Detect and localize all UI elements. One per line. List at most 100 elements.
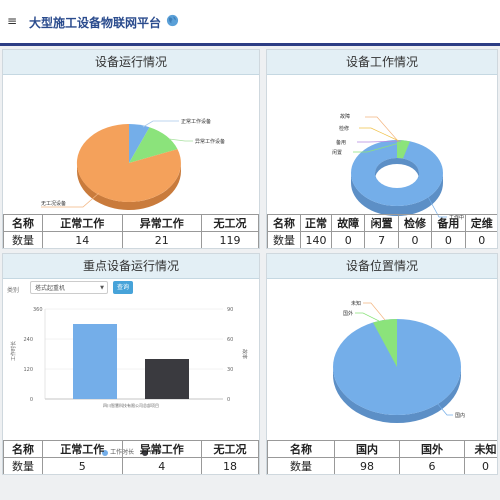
location-pie-chart: 未知 国外 国内 [333, 300, 465, 423]
table-header: 无工况 [201, 214, 259, 232]
pie-depth [333, 367, 461, 423]
key-bar-chart: 工作时长 故率 0 120 240 360 0 30 60 90 四川智慧科技有… [10, 307, 248, 408]
table-header: 名称 [3, 214, 43, 232]
table-header: 定维 [464, 214, 497, 232]
table-header: 名称 [3, 440, 43, 458]
bar-fault-rate [145, 359, 189, 399]
slice-label: 闲置 [332, 149, 342, 156]
table-header: 异常工作 [121, 214, 202, 232]
table-header: 国内 [334, 440, 400, 458]
right-tick: 30 [227, 367, 233, 373]
table-cell: 14 [42, 231, 123, 248]
panel-device-running: 设备运行情况 正常工作设备 异常工作设备 无工况设备 名称 正常工作 异常工作 … [2, 49, 260, 249]
slice-label: 未知 [351, 300, 361, 307]
slice-label: 检修 [339, 125, 349, 132]
table-cell: 21 [121, 231, 202, 248]
label-line [357, 140, 402, 143]
panel-title: 重点设备运行情况 [3, 254, 259, 279]
table-cell: 0 [330, 231, 366, 248]
table-cell: 0 [397, 231, 433, 248]
table-row: 数量 140 0 7 0 0 0 [267, 231, 497, 248]
slice-label: 无工况设备 [41, 200, 66, 207]
slice-label: 故障 [340, 113, 350, 120]
chevron-down-icon: ▼ [100, 285, 104, 291]
label-line [359, 127, 400, 142]
table-cell: 0 [464, 231, 497, 248]
pie-slice [129, 127, 178, 163]
slice-label: 正常工作设备 [181, 118, 211, 125]
panel-device-location: 设备位置情况 未知 国外 国内 名称 国内 国外 未知 数量 98 6 0 [266, 253, 498, 475]
label-line [142, 120, 179, 128]
donut-depth [351, 173, 443, 216]
table-cell: 119 [201, 231, 259, 248]
table-header: 异常工作 [121, 440, 202, 458]
row-label: 数量 [267, 231, 301, 248]
left-tick: 120 [23, 367, 33, 373]
table-header: 备用 [431, 214, 466, 232]
label-line [168, 138, 193, 142]
label-line [353, 141, 404, 153]
table-cell: 18 [201, 457, 259, 474]
table-header: 无工况 [201, 440, 259, 458]
table-header: 名称 [267, 440, 335, 458]
panel-device-work: 设备工作情况 故障 检修 备用 闲置 工作中 名称 正常 故障 闲置 检修 备用… [266, 49, 498, 249]
slice-label: 备用 [336, 139, 346, 146]
left-tick: 0 [30, 397, 33, 403]
panel-title: 设备运行情况 [3, 50, 259, 75]
right-tick: 0 [227, 397, 230, 403]
table-row: 数量 98 6 0 [267, 457, 497, 474]
table-header: 故障 [330, 214, 366, 232]
table-cell: 7 [364, 231, 399, 248]
top-bar: ≡ 大型施工设备物联网平台 [0, 0, 500, 46]
table-header: 闲置 [364, 214, 399, 232]
query-button[interactable]: 查询 [113, 281, 133, 294]
globe-icon[interactable] [166, 14, 179, 27]
left-tick: 240 [23, 337, 33, 343]
running-stats-table: 名称 正常工作 异常工作 无工况 数量 14 21 119 [3, 214, 259, 248]
table-header: 名称 [267, 214, 301, 232]
table-header: 未知 [464, 440, 497, 458]
bottom-strip [0, 476, 500, 500]
right-tick: 90 [227, 307, 233, 313]
table-cell: 0 [431, 231, 466, 248]
slice-label: 国内 [455, 412, 465, 419]
donut-hole-depth [375, 158, 419, 179]
work-donut-chart: 故障 检修 备用 闲置 工作中 [332, 113, 464, 221]
table-header: 检修 [397, 214, 433, 232]
pie-slice [76, 123, 181, 202]
label-line [436, 402, 453, 416]
slice-label: 国外 [343, 310, 353, 317]
x-category-label: 四川智慧科技有限公司总部项目 [103, 402, 159, 408]
pie-slice [129, 124, 150, 163]
menu-icon[interactable]: ≡ [7, 14, 18, 28]
panel-title: 设备工作情况 [267, 50, 497, 75]
pie-depth [77, 163, 181, 210]
table-cell: 98 [334, 457, 400, 474]
running-pie-chart: 正常工作设备 异常工作设备 无工况设备 [41, 118, 225, 210]
bar-work-hours [73, 324, 117, 399]
row-label: 数量 [3, 231, 43, 248]
work-stats-table: 名称 正常 故障 闲置 检修 备用 定维 数量 140 0 7 0 0 0 [267, 214, 497, 248]
row-label: 数量 [267, 457, 335, 474]
label-line [355, 312, 380, 322]
table-cell: 140 [300, 231, 332, 248]
row-label: 数量 [3, 457, 43, 474]
table-header: 国外 [399, 440, 465, 458]
right-tick: 60 [227, 337, 233, 343]
table-header-row: 名称 国内 国外 未知 [267, 440, 497, 458]
table-cell: 5 [42, 457, 123, 474]
table-header: 正常 [300, 214, 332, 232]
label-line [365, 116, 399, 142]
category-label: 类别 [7, 287, 20, 294]
label-line [41, 192, 100, 208]
table-cell: 0 [464, 457, 497, 474]
pie-slice-foreign [373, 319, 397, 367]
category-select[interactable]: 塔式起重机 ▼ [30, 281, 108, 294]
table-header-row: 名称 正常工作 异常工作 无工况 [3, 440, 259, 458]
left-tick: 360 [33, 307, 43, 313]
panel-key-device-running: 重点设备运行情况 类别 塔式起重机 ▼ 查询 工作时长 故率 0 120 240… [2, 253, 260, 475]
table-header: 正常工作 [42, 214, 123, 232]
label-line [363, 302, 386, 321]
key-stats-table: 名称 正常工作 异常工作 无工况 数量 5 4 18 [3, 440, 259, 474]
table-header: 正常工作 [42, 440, 123, 458]
